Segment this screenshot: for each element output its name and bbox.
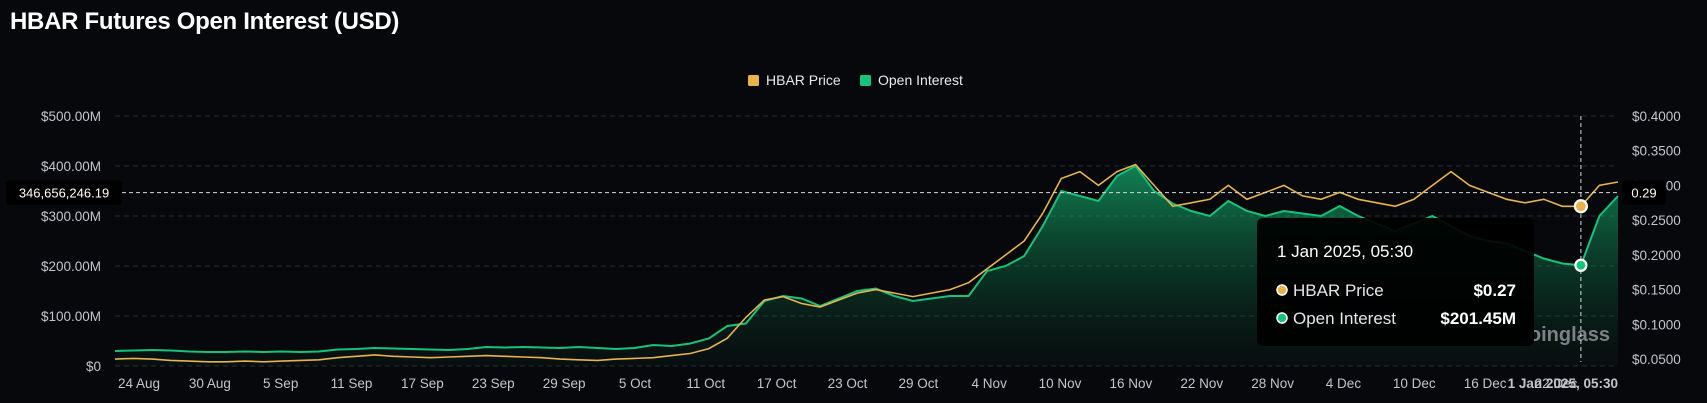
x-tick-label: 16 Nov: [1110, 376, 1153, 391]
crosshair: 346,656,246.19 0.29: [6, 116, 1666, 362]
hbar-price-line: [114, 163, 1619, 363]
crosshair-left-label: 346,656,246.19: [19, 186, 109, 201]
y-axis-right: $0.0500$0.1000$0.1500$0.2000$0.2500$0.30…: [1632, 109, 1681, 367]
x-tick-label: 17 Sep: [401, 376, 444, 391]
x-tick-label: 29 Oct: [898, 376, 938, 391]
x-tick-label: 17 Oct: [757, 376, 797, 391]
x-tick-label: 16 Dec: [1464, 376, 1507, 391]
y-left-tick-label: $200.00M: [41, 259, 101, 274]
legend-swatch-open-interest[interactable]: [860, 75, 871, 86]
x-axis: 24 Aug 30 Aug 5 Sep 11 Sep 17 Sep 23 Sep 29 Se…: [118, 376, 1618, 391]
y-left-tick-label: $300.00M: [41, 209, 101, 224]
crosshair-left-label-box: [6, 180, 122, 205]
y-left-tick-label: $400.00M: [41, 159, 101, 174]
y-right-tick-label: $0.3500: [1632, 144, 1681, 159]
y-right-tick-label: $0.2000: [1632, 248, 1681, 263]
tooltip-value-open-interest: $201.45M: [1440, 309, 1516, 328]
legend-label-price[interactable]: HBAR Price: [766, 72, 841, 88]
crosshair-right-label: 0.29: [1631, 186, 1656, 201]
x-tick-label: 28 Nov: [1251, 376, 1294, 391]
page-title: HBAR Futures Open Interest (USD): [10, 8, 400, 35]
x-tick-label: 10 Dec: [1393, 376, 1436, 391]
y-right-tick-label: $0.1000: [1632, 317, 1681, 332]
x-tick-label: 30 Aug: [189, 376, 231, 391]
x-tick-label: 11 Sep: [331, 376, 373, 391]
legend[interactable]: HBAR Price Open Interest: [748, 72, 963, 88]
x-tick-label: 4 Dec: [1326, 376, 1362, 391]
crosshair-right-label-box: [1622, 180, 1666, 205]
y-right-tick-label: $0.1500: [1632, 283, 1681, 298]
y-left-tick-label: $500.00M: [41, 109, 101, 124]
x-tick-label: 23 Sep: [472, 376, 515, 391]
x-tick-label: 5 Oct: [619, 376, 652, 391]
x-tick-label: 22 Dec: [1535, 376, 1578, 391]
tooltip-box: [1257, 218, 1534, 346]
x-tick-label: 5 Sep: [263, 376, 298, 391]
y-right-tick-label: $0.4000: [1632, 109, 1681, 124]
x-tick-label: 24 Aug: [118, 376, 160, 391]
tooltip-label-open-interest: Open Interest: [1293, 309, 1396, 328]
tooltip-label-price: HBAR Price: [1293, 281, 1384, 300]
open-interest-area: [115, 166, 1618, 366]
tooltip-dot-open-interest: [1276, 312, 1288, 324]
tooltip-value-price: $0.27: [1473, 281, 1516, 300]
x-tick-label: 1 Jan 2025, 05:30: [1508, 376, 1618, 391]
y-right-tick-label: $0.2500: [1632, 213, 1681, 228]
x-tick-label: 22 Nov: [1180, 376, 1223, 391]
legend-swatch-price[interactable]: [748, 75, 759, 86]
y-axis-left: $0 $100.00M $200.00M $300.00M $400.00M $500.0…: [41, 109, 101, 374]
tooltip: 1 Jan 2025, 05:30 HBAR Price $0.27 Open …: [1257, 218, 1534, 346]
tooltip-dot-price: [1276, 284, 1288, 296]
y-left-tick-label: $100.00M: [41, 309, 101, 324]
watermark-text: oinglass: [1529, 324, 1610, 346]
x-tick-label: 11 Oct: [686, 376, 725, 391]
y-left-tick-label: $0: [86, 359, 101, 374]
tooltip-title: 1 Jan 2025, 05:30: [1277, 242, 1413, 261]
open-interest-marker: [1574, 258, 1588, 272]
x-tick-label: 29 Sep: [543, 376, 586, 391]
x-tick-label: 23 Oct: [828, 376, 868, 391]
x-tick-label: 10 Nov: [1039, 376, 1082, 391]
y-right-tick-label: $0.0500: [1632, 352, 1681, 367]
x-tick-label: 4 Nov: [972, 376, 1008, 391]
hbar-price-marker: [1573, 199, 1588, 214]
legend-label-open-interest[interactable]: Open Interest: [878, 72, 963, 88]
